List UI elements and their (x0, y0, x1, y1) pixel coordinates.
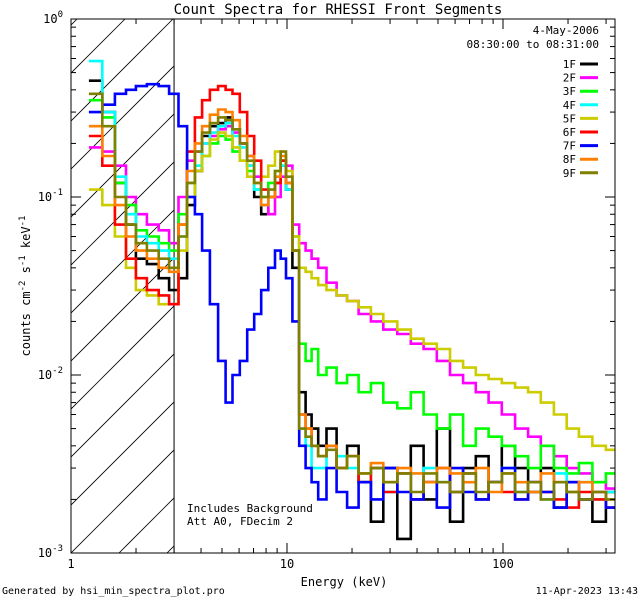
y-tick-label: 10-1 (38, 188, 63, 204)
legend-label-1f: 1F (563, 58, 576, 71)
hatch-line (71, 401, 175, 506)
hatch-line (71, 19, 174, 122)
legend-label-7f: 7F (563, 140, 576, 153)
x-tick-label: 10 (280, 557, 294, 571)
series-1f-line (88, 79, 615, 541)
x-tick-label: 100 (492, 557, 514, 571)
legend-label-9f: 9F (563, 167, 576, 180)
y-label-main: counts cm (19, 291, 33, 356)
series-9f-line (88, 92, 615, 501)
y-label-sup-2: -1 (18, 255, 28, 266)
y-tick-label: 100 (43, 10, 63, 26)
axis-ticks: 1 10 100 100 10-1 10-2 10-3 (38, 10, 615, 571)
x-axis-label: Energy (keV) (301, 575, 388, 589)
hatch-line (71, 65, 175, 170)
y-tick-label: 10-2 (38, 366, 63, 382)
legend-label-6f: 6F (563, 126, 576, 139)
x-tick-label: 1 (67, 557, 74, 571)
plot-frame (70, 18, 616, 554)
legend-label-3f: 3F (563, 85, 576, 98)
legend-label-2f: 2F (563, 72, 576, 85)
legend-label-5f: 5F (563, 112, 576, 125)
y-label-end: keV (19, 226, 33, 255)
hatch-line (71, 209, 175, 314)
hatch-line (71, 449, 175, 553)
legend-time-range: 08:30:00 to 08:31:00 (467, 38, 599, 51)
footer-timestamp: 11-Apr-2023 13:43 (536, 586, 638, 597)
footer-generated-by: Generated by hsi_min_spectra_plot.pro (2, 586, 225, 597)
annotation-attenuator: Att A0, FDecim 2 (187, 515, 293, 528)
annotation-background: Includes Background (187, 502, 313, 515)
series-7f-line (88, 82, 615, 509)
legend-label-4f: 4F (563, 99, 576, 112)
chart-title: Count Spectra for RHESSI Front Segments (174, 2, 503, 18)
y-tick-label: 10-3 (38, 544, 63, 560)
y-axis-label: counts cm-2 s-1 keV-1 (18, 216, 33, 357)
y-label-sup-3: -1 (18, 216, 28, 227)
y-label-sup-1: -2 (18, 281, 28, 292)
legend-date: 4-May-2006 (533, 24, 599, 37)
series-group (88, 59, 615, 541)
y-label-mid: s (19, 266, 33, 280)
legend-label-8f: 8F (563, 153, 576, 166)
